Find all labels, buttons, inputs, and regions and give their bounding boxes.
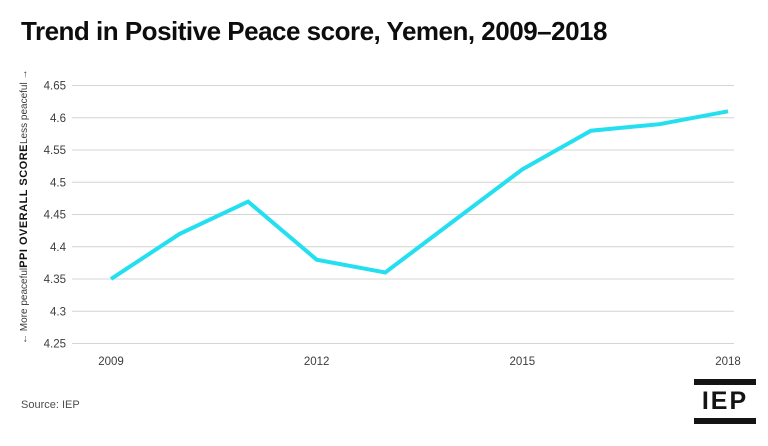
y-tick-label: 4.65 bbox=[44, 81, 66, 93]
line-chart: 4.25 4.3 4.35 4.4 4.45 4.5 4.55 4.6 4.65 2009 2012… bbox=[44, 81, 741, 369]
y-tick-label: 4.3 bbox=[50, 306, 66, 318]
chart-title: Trend in Positive Peace score, Yemen, 20… bbox=[21, 16, 607, 46]
y-tick-label: 4.6 bbox=[50, 113, 66, 125]
y-axis-label: PPI OVERALL SCORE bbox=[18, 144, 30, 268]
iep-logo: IEP bbox=[694, 379, 756, 424]
x-tick-label: 2009 bbox=[98, 356, 124, 368]
y-axis-more-peaceful-label: ← More peaceful bbox=[18, 267, 30, 344]
iep-logo-text: IEP bbox=[701, 387, 749, 415]
x-tick-label: 2018 bbox=[715, 356, 741, 368]
y-tick-label: 4.5 bbox=[50, 177, 66, 189]
y-tick-label: 4.45 bbox=[44, 210, 66, 222]
y-tick-label: 4.4 bbox=[50, 242, 67, 254]
y-tick-label: 4.35 bbox=[44, 274, 66, 286]
source-note: Source: IEP bbox=[21, 399, 80, 411]
y-tick-label: 4.25 bbox=[44, 339, 66, 351]
y-axis-less-peaceful-label: Less peaceful → bbox=[18, 69, 30, 145]
x-tick-label: 2012 bbox=[304, 356, 330, 368]
y-tick-label: 4.55 bbox=[44, 145, 66, 157]
y-axis-title: ← More peaceful PPI OVERALL SCORE Less p… bbox=[14, 70, 34, 344]
trend-line bbox=[109, 109, 729, 281]
x-tick-label: 2015 bbox=[510, 356, 536, 368]
